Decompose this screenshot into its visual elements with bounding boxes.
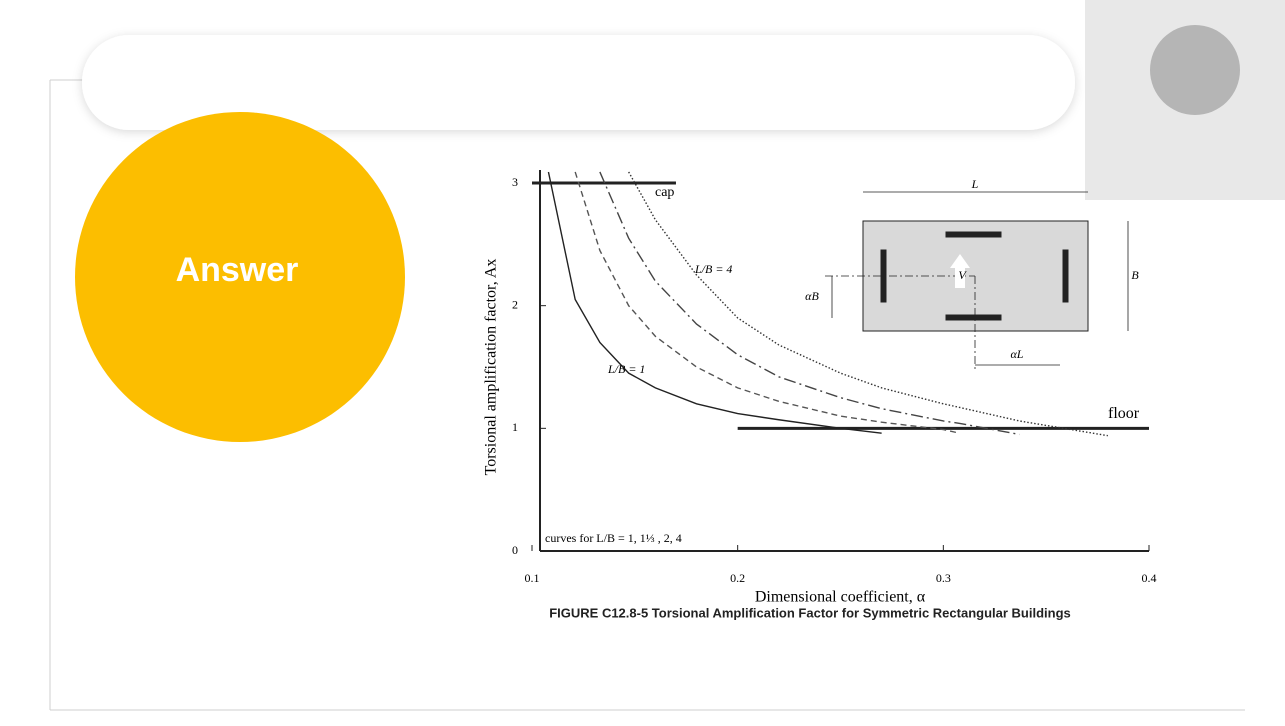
y-tick-label: 1 <box>512 420 518 434</box>
y-tick-label: 2 <box>512 297 518 311</box>
annotation: L/B = 1 <box>607 362 645 376</box>
x-tick-label: 0.1 <box>525 571 540 585</box>
inset-label: αL <box>1011 347 1024 361</box>
y-tick-label: 0 <box>512 543 518 557</box>
x-axis-label: Dimensional coefficient, α <box>755 589 926 606</box>
y-axis-label: Torsional amplification factor, Ax <box>483 259 500 476</box>
page: Answer FIGURE C12.8-5 Torsional Amplific… <box>0 0 1285 721</box>
inset-label: B <box>1131 268 1139 282</box>
annotation: curves for L/B = 1, 1⅓ , 2, 4 <box>545 531 682 545</box>
inset-label: L <box>971 177 979 191</box>
slide: Answer FIGURE C12.8-5 Torsional Amplific… <box>0 0 1285 721</box>
inset-label: αB <box>805 289 819 303</box>
reference-label: cap <box>655 185 674 200</box>
reference-label: floor <box>1108 405 1140 422</box>
caption: FIGURE C12.8-5 Torsional Amplification F… <box>549 605 1071 620</box>
x-tick-label: 0.3 <box>936 571 951 585</box>
annotation: L/B = 4 <box>694 262 732 276</box>
photo-face <box>1150 25 1240 115</box>
x-tick-label: 0.2 <box>730 571 745 585</box>
inset <box>825 192 1128 370</box>
x-tick-label: 0.4 <box>1142 571 1157 585</box>
heading: Answer <box>176 251 299 289</box>
y-tick-label: 3 <box>512 175 518 189</box>
